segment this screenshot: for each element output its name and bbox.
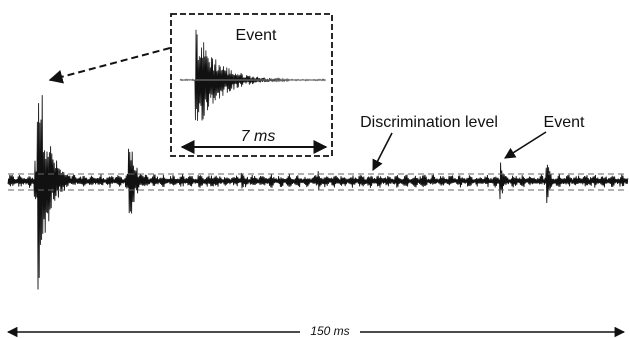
inset-title: Event <box>236 27 277 44</box>
inset-duration-label: 7 ms <box>241 128 276 145</box>
event-arrow-right <box>504 131 547 159</box>
discrimination-arrow <box>372 132 393 171</box>
scale-label-bg <box>300 322 360 338</box>
inset-waveform <box>179 29 327 121</box>
inset-pointer-arrow <box>48 47 171 84</box>
discrimination-label: Discrimination level <box>360 114 498 131</box>
time-scale-label: 150 ms <box>310 324 349 338</box>
event-label-right: Event <box>544 114 585 131</box>
main-waveform <box>7 95 629 290</box>
